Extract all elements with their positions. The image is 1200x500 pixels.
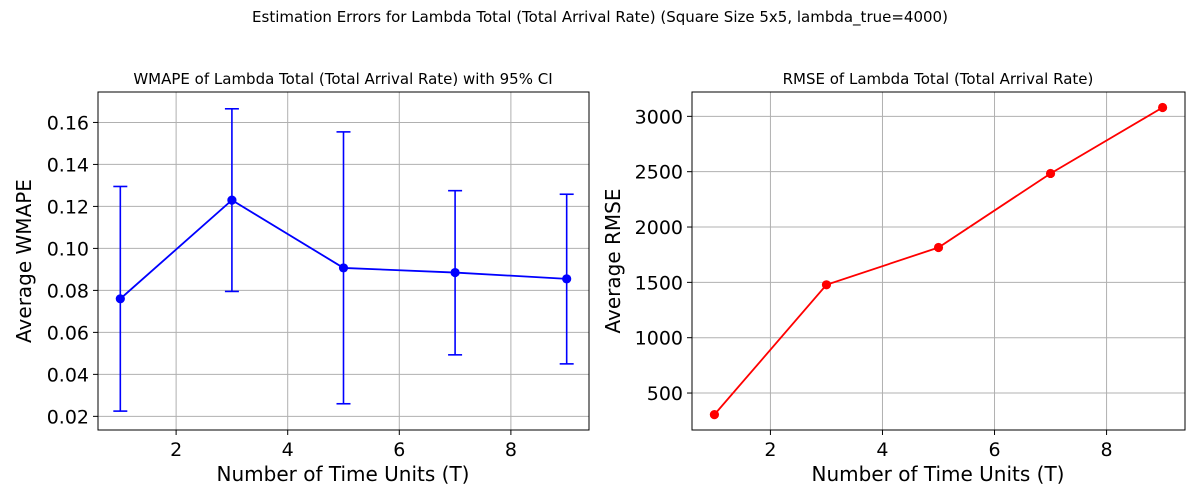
wmape-y-tick-label: 0.10: [47, 238, 89, 260]
rmse-y-tick-label: 1500: [635, 272, 683, 294]
wmape-marks: [113, 107, 574, 412]
wmape-data-point: [227, 195, 237, 205]
wmape-y-tick-label: 0.14: [47, 154, 89, 176]
rmse-x-tick-label: 4: [876, 439, 888, 461]
wmape-y-tick-label: 0.06: [47, 322, 89, 344]
wmape-plot-frame: [97, 91, 590, 431]
wmape-data-point: [562, 274, 572, 284]
rmse-data-point: [1157, 102, 1168, 113]
rmse-data-point: [933, 242, 944, 253]
rmse-marks: [709, 102, 1168, 420]
rmse-x-tick-label: 8: [1101, 439, 1113, 461]
wmape-y-tick-label: 0.12: [47, 196, 89, 218]
rmse-data-point: [821, 280, 832, 290]
figure-suptitle: Estimation Errors for Lambda Total (Tota…: [252, 8, 948, 27]
rmse-x-axis-label: Number of Time Units (T): [812, 462, 1065, 486]
rmse-data-point: [709, 410, 720, 420]
wmape-data-point: [450, 267, 460, 278]
rmse-ticks: 2 4 6 8 500 1000 1500 2000 2500 3000: [635, 106, 1113, 461]
rmse-chart: RMSE of Lambda Total (Total Arrival Rate…: [601, 70, 1186, 486]
wmape-x-tick-label: 2: [170, 439, 182, 461]
rmse-y-tick-label: 3000: [635, 106, 683, 128]
rmse-y-tick-label: 500: [647, 383, 683, 405]
rmse-y-tick-label: 1000: [635, 328, 683, 350]
rmse-y-tick-label: 2500: [635, 162, 683, 184]
rmse-data-point: [1045, 168, 1056, 179]
rmse-y-axis-label: Average RMSE: [601, 189, 625, 334]
wmape-chart-title: WMAPE of Lambda Total (Total Arrival Rat…: [133, 70, 552, 88]
wmape-y-tick-label: 0.16: [47, 112, 89, 134]
wmape-x-axis-label: Number of Time Units (T): [217, 462, 470, 486]
rmse-series-line: [713, 106, 1164, 416]
wmape-x-tick-label: 4: [282, 439, 294, 461]
rmse-chart-title: RMSE of Lambda Total (Total Arrival Rate…: [783, 70, 1094, 88]
wmape-x-tick-label: 6: [393, 439, 405, 461]
wmape-chart: WMAPE of Lambda Total (Total Arrival Rat…: [12, 70, 590, 486]
wmape-ticks: 2 4 6 8 0.02 0.04 0.06 0.08 0.10 0.12 0.14 0.16: [47, 112, 517, 461]
wmape-data-point: [115, 294, 125, 304]
rmse-y-tick-label: 2000: [635, 217, 683, 239]
rmse-grid: [692, 92, 1185, 430]
wmape-x-tick-label: 8: [505, 439, 517, 461]
wmape-y-tick-label: 0.08: [47, 280, 89, 302]
wmape-data-point: [338, 263, 349, 273]
wmape-y-tick-label: 0.04: [47, 364, 89, 386]
rmse-plot-frame: [691, 91, 1186, 431]
rmse-x-tick-label: 6: [988, 439, 1000, 461]
rmse-x-tick-label: 2: [764, 439, 776, 461]
wmape-y-axis-label: Average WMAPE: [12, 179, 36, 343]
wmape-y-tick-label: 0.02: [47, 406, 89, 428]
